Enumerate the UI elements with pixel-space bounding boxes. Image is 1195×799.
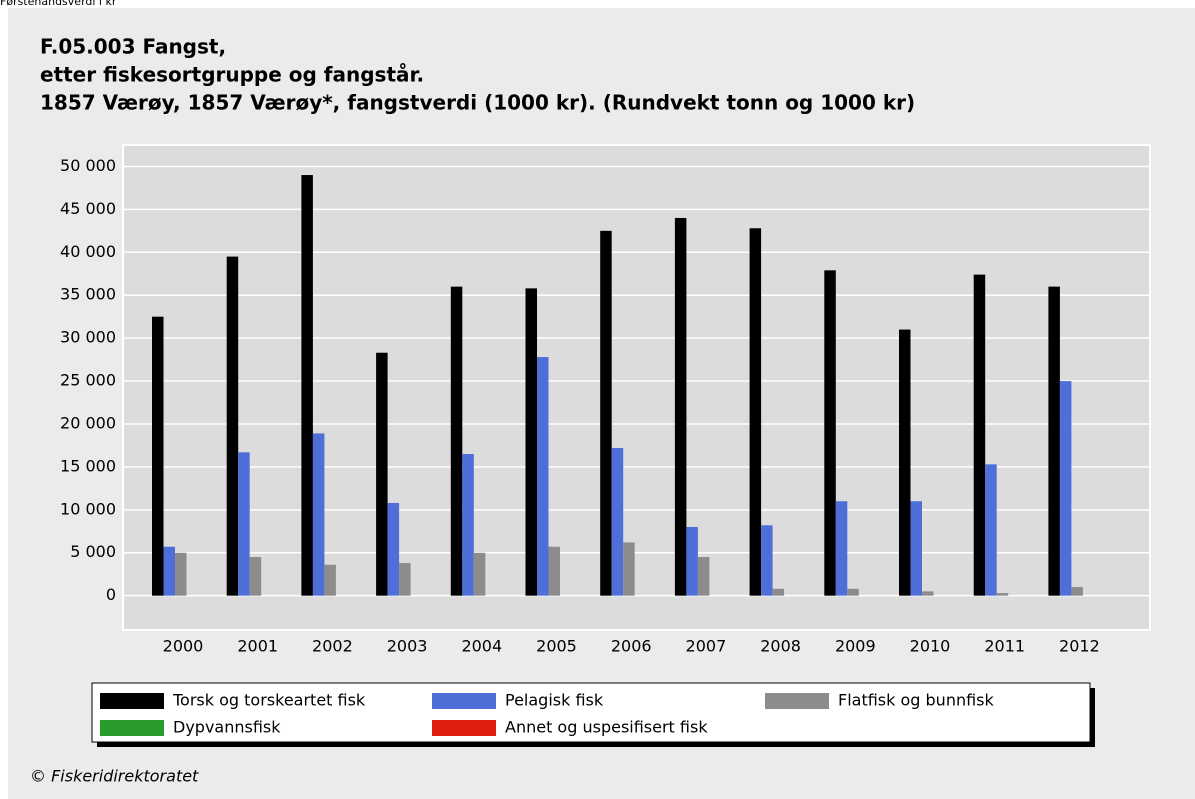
bar <box>996 593 1009 596</box>
bar <box>686 526 698 596</box>
y-tick-label: 35 000 <box>60 285 116 304</box>
y-tick-label: 0 <box>106 585 116 604</box>
x-tick-label: 2009 <box>835 637 876 656</box>
bar <box>749 228 762 596</box>
legend-label: Annet og uspesifisert fisk <box>505 718 708 737</box>
legend <box>91 682 1091 743</box>
x-tick-label: 2001 <box>237 637 278 656</box>
y-tick-label: 50 000 <box>60 156 116 175</box>
bar <box>175 552 187 596</box>
legend-swatch <box>100 693 164 709</box>
y-tick-label: 30 000 <box>60 328 116 347</box>
bar <box>525 288 537 596</box>
x-tick-label: 2007 <box>686 637 727 656</box>
bar <box>238 452 250 596</box>
bar <box>973 274 986 596</box>
bar <box>824 270 836 596</box>
bar <box>674 217 687 596</box>
bar <box>623 542 635 596</box>
bar <box>376 352 388 596</box>
bar <box>847 588 859 596</box>
bar <box>772 588 785 596</box>
bar <box>399 563 411 596</box>
bar <box>922 591 934 596</box>
bar <box>312 433 325 596</box>
chart-title: F.05.003 Fangst, <box>40 35 226 59</box>
bar <box>473 552 486 596</box>
y-tick-label: 25 000 <box>60 371 116 390</box>
legend-swatch <box>432 720 496 736</box>
bar <box>163 546 175 596</box>
y-tick-label: 5 000 <box>70 542 116 561</box>
y-tick-label: 45 000 <box>60 199 116 218</box>
bar <box>611 448 624 596</box>
bar <box>1059 381 1072 596</box>
bar <box>910 501 922 596</box>
bar <box>600 230 612 596</box>
x-tick-label: 2002 <box>312 637 353 656</box>
bar <box>462 454 474 596</box>
chart-title: etter fiskesortgruppe og fangstår. <box>40 63 424 87</box>
bar <box>1071 587 1083 596</box>
legend-label: Pelagisk fisk <box>505 691 604 710</box>
bar <box>226 256 239 596</box>
top-label: Førstehåndsverdi i kr <box>0 0 117 8</box>
chart-title: 1857 Værøy, 1857 Værøy*, fangstverdi (10… <box>40 91 915 115</box>
bar <box>152 316 164 596</box>
bar <box>450 286 463 596</box>
y-tick-label: 40 000 <box>60 242 116 261</box>
legend-swatch <box>432 693 496 709</box>
bar <box>249 557 262 596</box>
bar <box>324 564 336 596</box>
legend-label: Torsk og torskeartet fisk <box>172 691 366 710</box>
x-tick-label: 2008 <box>760 637 801 656</box>
footer: © Fiskeridirektoratet <box>30 767 199 786</box>
legend-label: Flatfisk og bunnfisk <box>838 691 995 710</box>
bar <box>548 546 560 596</box>
bar <box>387 502 400 596</box>
x-tick-label: 2011 <box>984 637 1025 656</box>
legend-label: Dypvannsfisk <box>173 718 281 737</box>
x-tick-label: 2006 <box>611 637 652 656</box>
y-tick-label: 10 000 <box>60 499 116 518</box>
bar <box>301 175 313 596</box>
x-tick-label: 2000 <box>163 637 204 656</box>
x-tick-label: 2005 <box>536 637 577 656</box>
y-tick-label: 20 000 <box>60 413 116 432</box>
legend-swatch <box>100 720 164 736</box>
y-tick-label: 15 000 <box>60 456 116 475</box>
bar <box>761 525 773 596</box>
bar <box>899 329 911 596</box>
bar <box>985 464 997 596</box>
bar <box>1048 286 1060 596</box>
x-tick-label: 2004 <box>461 637 502 656</box>
bar <box>697 557 710 596</box>
x-tick-label: 2010 <box>910 637 951 656</box>
x-tick-label: 2003 <box>387 637 428 656</box>
bar <box>835 501 848 596</box>
legend-swatch <box>765 693 829 709</box>
bar <box>537 357 549 596</box>
x-tick-label: 2012 <box>1059 637 1100 656</box>
